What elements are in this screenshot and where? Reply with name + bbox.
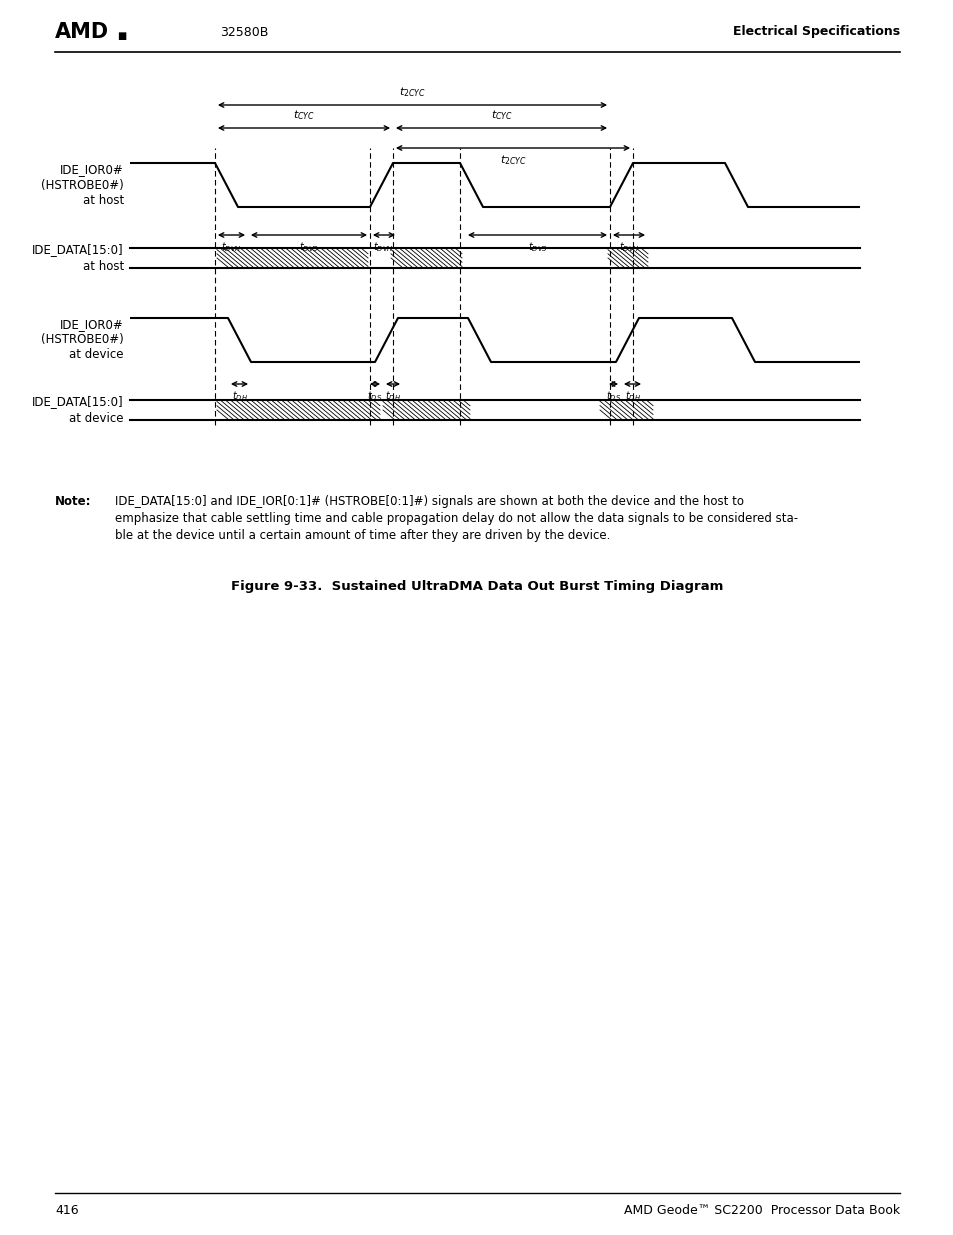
- Text: $t_{CYC}$: $t_{CYC}$: [293, 109, 314, 122]
- Text: Note:: Note:: [55, 495, 91, 508]
- Text: $t_{DH}$: $t_{DH}$: [624, 389, 639, 403]
- Text: at host: at host: [83, 194, 124, 206]
- Text: IDE_DATA[15:0]: IDE_DATA[15:0]: [32, 243, 124, 257]
- Text: IDE_DATA[15:0] and IDE_IOR[0:1]# (HSTROBE[0:1]#) signals are shown at both the d: IDE_DATA[15:0] and IDE_IOR[0:1]# (HSTROB…: [115, 495, 798, 542]
- Text: AMD: AMD: [55, 22, 109, 42]
- Text: $t_{DS}$: $t_{DS}$: [605, 389, 620, 403]
- Text: $t_{CYC}$: $t_{CYC}$: [490, 109, 512, 122]
- Text: (HSTROBE0#): (HSTROBE0#): [41, 179, 124, 191]
- Text: ■: ■: [117, 31, 126, 41]
- Text: IDE_IOR0#: IDE_IOR0#: [60, 319, 124, 331]
- Text: IDE_DATA[15:0]: IDE_DATA[15:0]: [32, 395, 124, 409]
- Text: at host: at host: [83, 259, 124, 273]
- Text: $t_{2CYC}$: $t_{2CYC}$: [499, 153, 526, 167]
- Text: at device: at device: [70, 348, 124, 362]
- Text: IDE_IOR0#: IDE_IOR0#: [60, 163, 124, 177]
- Text: $t_{DVH}$: $t_{DVH}$: [221, 240, 241, 254]
- Text: at device: at device: [70, 411, 124, 425]
- Text: $t_{DVH}$: $t_{DVH}$: [618, 240, 639, 254]
- Text: 416: 416: [55, 1203, 78, 1216]
- Text: $t_{DH}$: $t_{DH}$: [232, 389, 247, 403]
- Text: Figure 9-33.  Sustained UltraDMA Data Out Burst Timing Diagram: Figure 9-33. Sustained UltraDMA Data Out…: [231, 580, 722, 593]
- Text: $t_{DVS}$: $t_{DVS}$: [527, 240, 547, 254]
- Text: $t_{DH}$: $t_{DH}$: [385, 389, 400, 403]
- Text: $t_{2CYC}$: $t_{2CYC}$: [398, 85, 425, 99]
- Text: $t_{DVS}$: $t_{DVS}$: [299, 240, 318, 254]
- Text: Electrical Specifications: Electrical Specifications: [732, 26, 899, 38]
- Text: $t_{DS}$: $t_{DS}$: [367, 389, 382, 403]
- Text: $t_{DVH.}$: $t_{DVH.}$: [373, 240, 395, 254]
- Text: (HSTROBE0#): (HSTROBE0#): [41, 333, 124, 347]
- Text: AMD Geode™ SC2200  Processor Data Book: AMD Geode™ SC2200 Processor Data Book: [623, 1203, 899, 1216]
- Text: 32580B: 32580B: [220, 26, 268, 38]
